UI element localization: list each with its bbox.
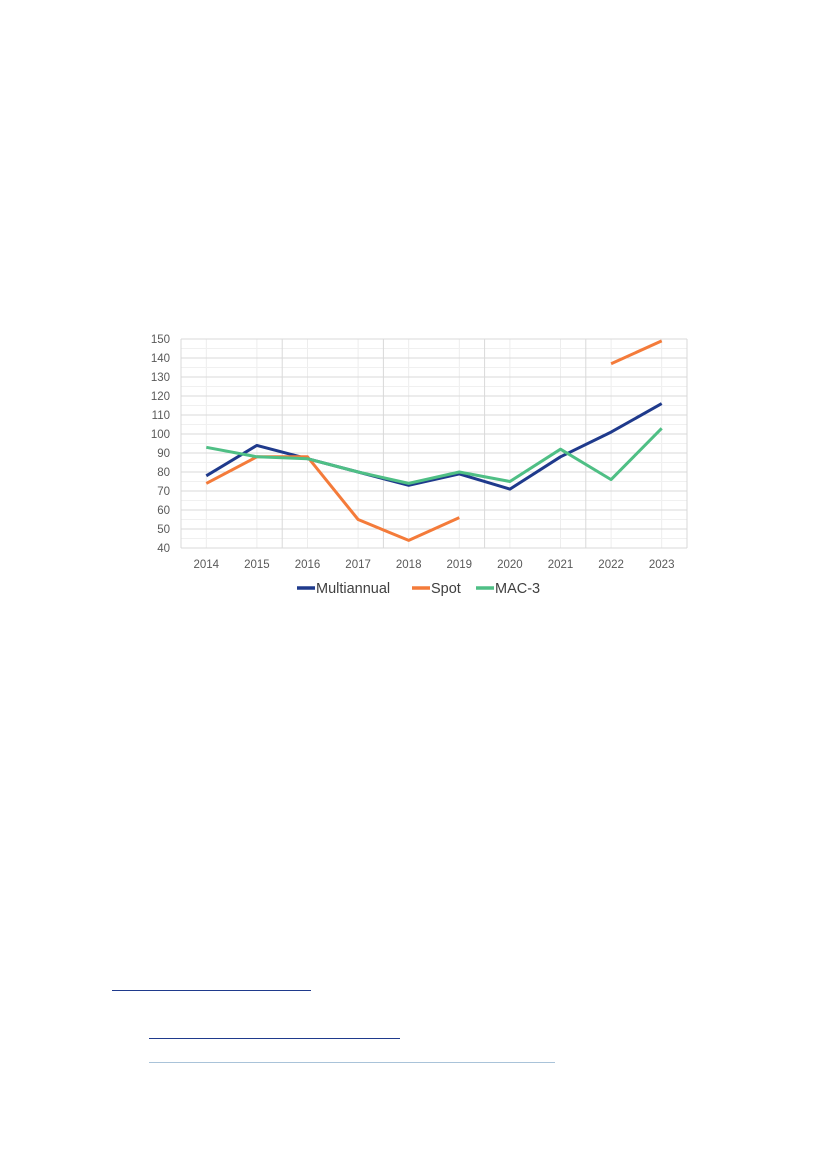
y-tick-label: 70	[157, 486, 170, 498]
y-tick-label: 130	[151, 372, 170, 384]
footnote-link-1[interactable]	[149, 1038, 400, 1039]
x-tick-label: 2014	[194, 559, 220, 571]
series-line-spot	[205, 455, 460, 542]
y-tick-label: 90	[157, 448, 170, 460]
major-gridlines	[180, 338, 688, 549]
y-tick-label: 150	[151, 334, 170, 346]
x-tick-label: 2021	[548, 559, 574, 571]
footnote-separator	[112, 990, 311, 991]
x-tick-label: 2022	[598, 559, 624, 571]
x-tick-label: 2016	[295, 559, 321, 571]
x-axis-tick-labels: 2014 2015 2016 2017 2018 2019 2020 2021 2022 2023	[194, 559, 675, 571]
y-tick-label: 50	[157, 524, 170, 536]
series-lines	[205, 339, 663, 542]
legend-label-spot: Spot	[431, 581, 461, 597]
legend-label-multiannual: Multiannual	[316, 581, 390, 597]
y-axis-tick-labels: 40 50 60 70 80 90 100 110 120 130 140 150	[151, 334, 170, 555]
series-line-mac-3	[206, 427, 663, 485]
footnote-link-2[interactable]	[149, 1062, 555, 1063]
series-line-spot	[610, 339, 663, 366]
y-tick-label: 110	[152, 410, 170, 422]
x-tick-label: 2020	[497, 559, 523, 571]
y-tick-label: 120	[151, 391, 170, 403]
minor-gridlines	[181, 339, 687, 548]
y-tick-label: 100	[151, 429, 170, 441]
x-tick-label: 2023	[649, 559, 675, 571]
x-tick-label: 2017	[345, 559, 371, 571]
legend-label-mac-3: MAC-3	[495, 581, 540, 597]
x-tick-label: 2018	[396, 559, 422, 571]
x-tick-label: 2019	[447, 559, 473, 571]
series-line-multiannual	[205, 402, 663, 491]
y-tick-label: 60	[157, 505, 170, 517]
y-tick-label: 140	[151, 353, 170, 365]
x-tick-label: 2015	[244, 559, 270, 571]
y-tick-label: 80	[157, 467, 170, 479]
legend: Multiannual Spot MAC-3	[297, 581, 540, 597]
y-tick-label: 40	[157, 543, 170, 555]
